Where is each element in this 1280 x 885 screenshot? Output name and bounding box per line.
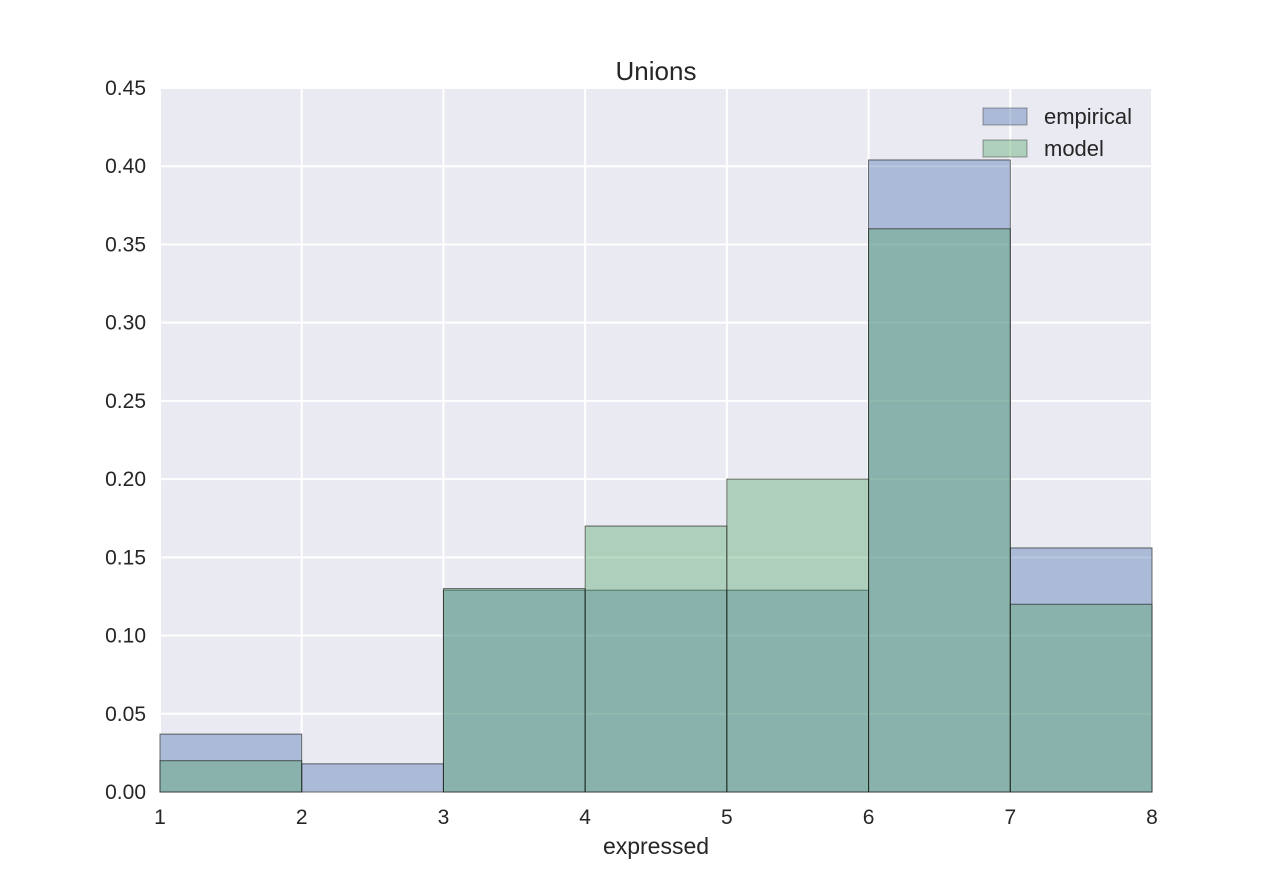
- x-axis-ticks: 1 2 3 4 5 6 7 8: [154, 806, 1158, 829]
- y-axis-ticks: 0.00 0.05 0.10 0.15 0.20 0.25 0.30 0.35 0.40 0.45: [105, 77, 146, 804]
- legend-item-empirical: empirical: [982, 104, 1132, 129]
- legend-swatch: [982, 107, 1028, 126]
- y-tick-label: 0.15: [105, 546, 146, 569]
- y-tick-label: 0.35: [105, 233, 146, 256]
- model-bar: [442, 588, 586, 793]
- y-tick-label: 0.05: [105, 703, 146, 726]
- legend: empirical model: [982, 104, 1132, 161]
- model-bar: [868, 228, 1011, 793]
- empirical-bar: [442, 589, 586, 793]
- y-tick-label: 0.30: [105, 312, 146, 335]
- bars: [159, 159, 1153, 793]
- bar-series-empirical: [159, 159, 1153, 793]
- x-tick-label: 2: [296, 806, 308, 829]
- legend-label: model: [1044, 136, 1104, 161]
- empirical-bar: [726, 589, 870, 793]
- model-bar: [584, 525, 728, 793]
- plot-background: [160, 88, 1152, 792]
- x-tick-label: 8: [1146, 806, 1158, 829]
- legend-swatch: [982, 139, 1028, 158]
- y-tick-label: 0.20: [105, 468, 146, 491]
- bar-series-model: [159, 228, 1153, 793]
- x-tick-label: 1: [154, 806, 166, 829]
- y-tick-label: 0.40: [105, 155, 146, 178]
- x-tick-label: 4: [579, 806, 591, 829]
- model-bar: [1009, 603, 1153, 793]
- legend-item-model: model: [982, 136, 1104, 161]
- chart-title: Unions: [616, 56, 697, 86]
- x-tick-label: 3: [438, 806, 450, 829]
- y-tick-label: 0.45: [105, 77, 146, 100]
- y-tick-label: 0.10: [105, 625, 146, 648]
- x-tick-label: 5: [721, 806, 733, 829]
- y-tick-label: 0.00: [105, 781, 146, 804]
- empirical-bar: [584, 589, 728, 793]
- x-tick-label: 7: [1004, 806, 1016, 829]
- x-tick-label: 6: [863, 806, 875, 829]
- y-tick-label: 0.25: [105, 390, 146, 413]
- model-bar: [159, 760, 303, 793]
- empirical-bar: [301, 763, 444, 793]
- x-axis-label: expressed: [603, 833, 709, 859]
- model-bar: [726, 478, 870, 793]
- legend-label: empirical: [1044, 104, 1132, 129]
